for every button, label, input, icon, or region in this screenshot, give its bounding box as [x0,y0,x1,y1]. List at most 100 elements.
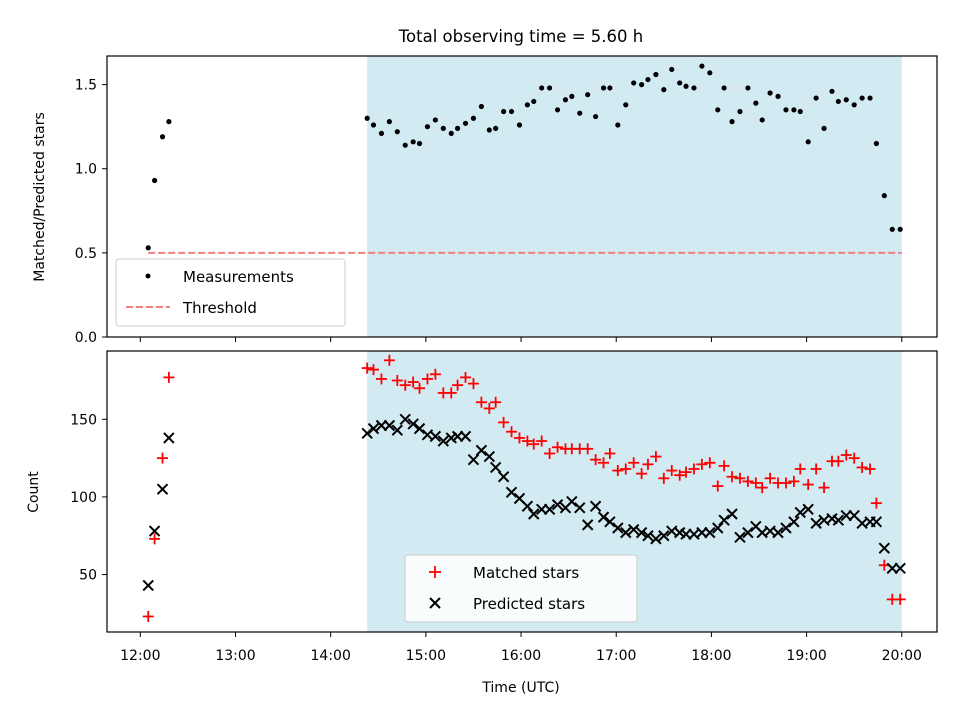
matched-point [712,480,724,492]
matched-point [642,458,654,470]
top-y-axis-label: Matched/Predicted stars [32,112,48,282]
predicted-point [459,430,472,443]
matched-point [864,463,876,475]
matched-point [452,379,464,391]
predicted-point [635,526,648,539]
measurement-point [615,122,621,128]
matched-point [375,373,387,385]
bottom-axes-frame [106,350,938,633]
measurement-point [843,97,849,103]
measurement-point [683,83,689,89]
measurement-point [737,108,743,115]
measurement-point [677,80,683,86]
matched-point [582,443,594,455]
predicted-point [794,506,806,519]
matched-point [536,435,548,447]
measurement-point [159,134,166,140]
measurement-point [493,125,499,131]
matched-point [483,402,495,414]
predicted-point [704,526,716,539]
measurement-point [631,80,637,86]
measurement-point [715,107,721,113]
matched-point [421,373,433,385]
measurement-point [645,76,651,83]
measurement-point [661,87,667,93]
predicted-point [148,525,161,537]
predicted-point [612,522,624,534]
predicted-point [489,461,502,474]
measurement-point [524,102,530,108]
matched-point [361,362,373,374]
predicted-point [383,419,396,432]
predicted-point [597,511,610,523]
measurement-point [470,115,477,121]
matched-point [467,378,479,390]
measurement-point [531,98,537,105]
matched-point [764,472,776,484]
measurement-point [867,95,873,101]
matched-point [718,460,730,472]
measurement-point [707,70,713,76]
measurement-point [410,139,416,145]
measurement-point [547,85,553,91]
x-tick-label: 15:00 [406,648,446,664]
measurement-point [378,130,385,137]
predicted-point [391,424,404,436]
x-tick-label: 16:00 [501,648,541,664]
measurement-point [454,125,461,131]
legend-threshold-label: Threshold [182,299,257,317]
bottom-y-axis-label: Count [26,471,42,513]
matched-point [445,387,457,399]
matched-point [506,426,518,438]
measurement-point [151,177,158,184]
matched-point [658,472,670,484]
measurement-point [805,139,811,145]
measurement-point [516,122,523,128]
predicted-point [551,498,564,511]
legend-predicted-label: Predicted stars [473,595,585,613]
measurement-point [753,100,759,106]
x-tick-label: 20:00 [882,648,922,664]
matched-point [688,463,700,475]
matched-point [407,376,419,388]
predicted-point [780,522,792,534]
predicted-point [832,514,845,526]
measurement-point [593,113,599,120]
matched-point [521,435,533,447]
measurement-point [569,93,575,99]
measurement-point [394,129,400,135]
top-legend: Measurements Threshold [115,258,346,327]
measurement-point [873,140,879,147]
matched-point [429,368,441,380]
matched-point [490,396,502,408]
predicted-point [726,508,738,520]
measurement-point [607,85,613,91]
predicted-point [497,471,510,483]
legend-predicted-marker [429,597,441,609]
predicted-point [361,427,373,439]
measurement-point [402,142,408,148]
predicted-point [658,530,670,542]
measurement-point [424,124,431,130]
measurement-point [500,108,507,115]
measurement-point [562,97,569,103]
predicted-point [505,486,518,498]
measurement-point [783,107,789,113]
measurement-point [691,85,697,91]
predicted-point [543,503,556,516]
matched-point [163,371,175,383]
predicted-point [589,500,602,512]
matched-point [391,374,403,386]
top-y-tick-label: 0.0 [75,330,97,346]
predicted-point [802,503,814,516]
measurement-point [813,95,819,101]
matched-point [528,438,540,450]
predicted-point [521,500,534,512]
predicted-point [475,444,488,457]
matched-point [750,477,762,489]
predicted-point [712,522,724,534]
matched-point [149,533,161,545]
predicted-point [407,418,419,430]
predicted-point [437,435,450,447]
matched-point [742,475,754,487]
